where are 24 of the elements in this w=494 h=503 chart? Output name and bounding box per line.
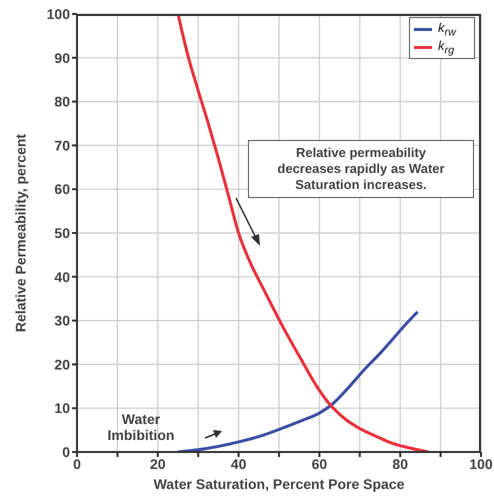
callout-box: Relative permeability decreases rapidly as Water Saturation increases. bbox=[248, 140, 474, 198]
y-tick-label: 100 bbox=[46, 6, 70, 22]
x-tick-label: 80 bbox=[392, 456, 408, 472]
legend-label: k$_{rg}$ bbox=[438, 38, 454, 56]
x-tick-label: 60 bbox=[312, 456, 328, 472]
y-tick-label: 70 bbox=[54, 137, 70, 154]
y-tick-label: 60 bbox=[54, 181, 70, 198]
y-axis-title: Relative Permeability, percent bbox=[12, 134, 29, 332]
annotation: Water Imbibition bbox=[106, 411, 176, 443]
x-tick-label: 40 bbox=[230, 456, 247, 472]
y-tick-label: 40 bbox=[54, 268, 70, 285]
y-tick-label: 30 bbox=[54, 312, 70, 329]
y-tick-label: 0 bbox=[62, 444, 70, 460]
y-tick-label: 20 bbox=[54, 356, 70, 372]
x-tick-label: 20 bbox=[150, 456, 166, 472]
y-tick-label: 50 bbox=[54, 224, 70, 241]
x-tick-label: 0 bbox=[73, 456, 82, 472]
x-tick-label: 100 bbox=[469, 456, 493, 472]
line-series bbox=[176, 310, 420, 452]
legend-label: k$_{rw}$ bbox=[438, 20, 456, 38]
y-tick-label: 90 bbox=[54, 50, 70, 66]
x-axis-title: Water Saturation, Percent Pore Space bbox=[152, 476, 406, 492]
y-tick-label: 80 bbox=[54, 94, 70, 110]
y-tick-label: 10 bbox=[54, 400, 70, 416]
